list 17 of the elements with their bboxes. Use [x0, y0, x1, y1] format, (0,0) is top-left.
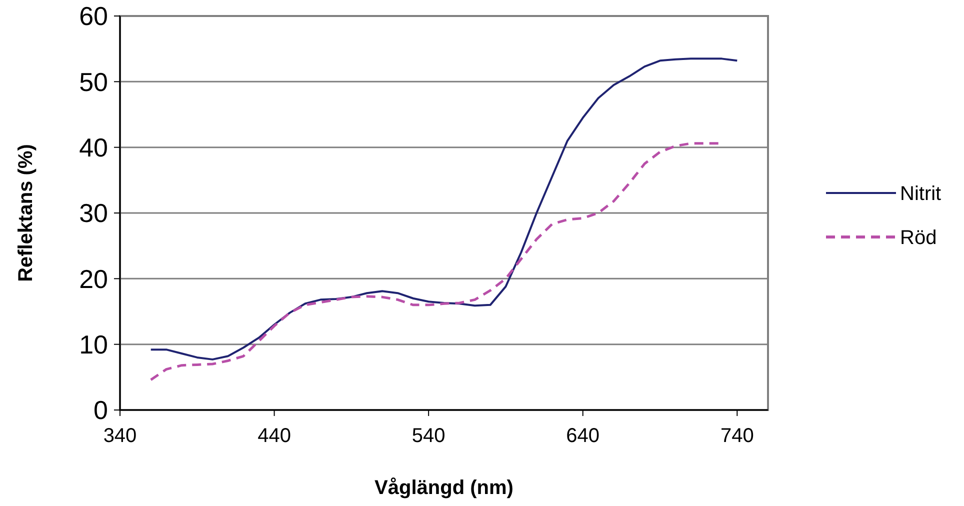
- x-axis-title: Våglängd (nm): [374, 477, 514, 499]
- y-tick-label: 10: [79, 329, 108, 360]
- x-tick-label: 540: [412, 425, 446, 447]
- y-axis-title: Reflektans (%): [15, 144, 37, 282]
- line-series: [150, 58, 738, 360]
- y-tick-label: 0: [94, 395, 108, 426]
- x-tick-label: 340: [103, 425, 137, 447]
- y-tick-label: 50: [79, 66, 108, 97]
- y-tick-label: 40: [79, 132, 108, 162]
- x-tick-label: 440: [258, 425, 291, 447]
- y-tick-label: 20: [79, 264, 108, 294]
- legend-label: Nitrit: [900, 183, 942, 205]
- x-tick-label: 740: [720, 425, 754, 447]
- y-tick-label: 30: [79, 198, 108, 228]
- legend-label: Röd: [900, 227, 937, 249]
- y-tick-label: 60: [79, 1, 108, 32]
- x-tick-label: 640: [566, 425, 600, 447]
